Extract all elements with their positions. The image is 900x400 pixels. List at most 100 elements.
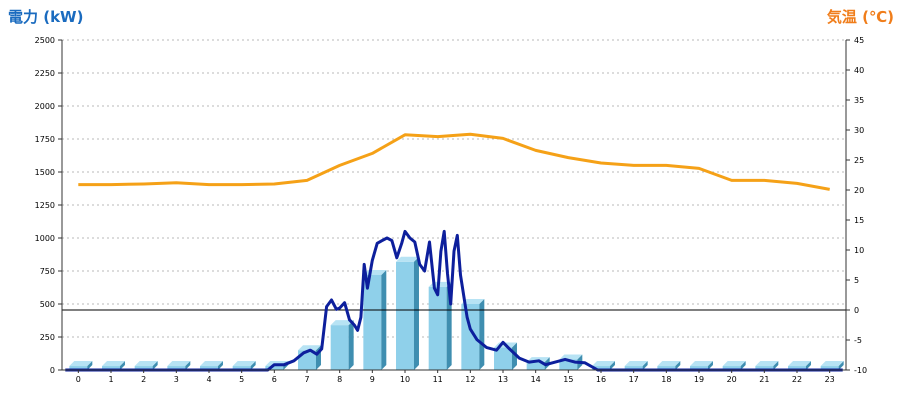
right-tick-label: 10 [854, 246, 864, 255]
bar-23 [820, 361, 844, 370]
right-tick-label: 15 [854, 216, 864, 225]
left-tick-label: 2250 [35, 69, 55, 78]
x-tick-label: 4 [206, 375, 211, 384]
right-tick-label: -10 [854, 366, 867, 375]
bar-21 [755, 361, 779, 370]
bar-3 [167, 361, 191, 370]
bar-top [755, 361, 779, 367]
bar-top [134, 361, 158, 367]
bar-side [185, 361, 191, 370]
x-tick-label: 0 [76, 375, 81, 384]
bar-top [330, 320, 354, 326]
line-layer [62, 132, 846, 372]
bar-0 [69, 361, 93, 370]
bar-11 [428, 281, 452, 370]
left-axis-title: 電力 (kW) [8, 8, 83, 26]
left-tick-label: 250 [40, 333, 55, 342]
bar-front [461, 304, 480, 370]
bar-top [298, 345, 321, 351]
bar-4 [200, 361, 223, 370]
x-tick-label: 12 [465, 375, 475, 384]
right-tick-label: 5 [854, 276, 859, 285]
x-tick-label: 14 [531, 375, 541, 384]
x-tick-label: 20 [727, 375, 737, 384]
left-tick-label: 500 [40, 300, 55, 309]
bar-front [363, 274, 382, 370]
left-tick-label: 750 [40, 267, 55, 276]
x-tick-label: 5 [239, 375, 244, 384]
bar-side [805, 361, 811, 370]
bar-2 [134, 361, 158, 370]
bar-front [788, 366, 806, 370]
bar-top [690, 361, 713, 367]
right-tick-label: 20 [854, 186, 864, 195]
x-tick-label: 9 [370, 375, 375, 384]
bar-front [69, 366, 88, 370]
bar-layer [69, 256, 844, 370]
x-tick-label: 2 [141, 375, 146, 384]
left-tick-label: 2500 [35, 36, 55, 45]
bar-top [722, 361, 746, 367]
right-tick-label: 0 [854, 306, 859, 315]
bar-side [675, 361, 681, 370]
bar-16 [592, 361, 615, 370]
bar-top [396, 256, 419, 262]
x-tick-label: 1 [108, 375, 113, 384]
right-tick-label: 40 [854, 66, 864, 75]
bar-22 [788, 361, 811, 370]
bar-front [494, 347, 512, 370]
bar-front [396, 261, 414, 370]
x-tick-label: 7 [304, 375, 309, 384]
x-tick-label: 23 [825, 375, 835, 384]
bar-top [624, 361, 648, 367]
bar-front [134, 366, 153, 370]
right-axis-title: 気温 (℃) [827, 8, 894, 26]
bar-side [250, 361, 256, 370]
grid-layer [62, 39, 846, 338]
bar-20 [722, 361, 746, 370]
bar-top [592, 361, 615, 367]
right-tick-label: 25 [854, 156, 864, 165]
bar-front [690, 366, 708, 370]
bar-front [232, 366, 251, 370]
x-tick-label: 18 [661, 375, 671, 384]
bar-top [461, 299, 485, 304]
bar-17 [624, 361, 648, 370]
bar-front [167, 366, 186, 370]
bar-8 [330, 320, 354, 370]
x-tick-label: 8 [337, 375, 342, 384]
bar-side [773, 361, 779, 370]
bar-top [102, 361, 125, 367]
x-tick-label: 10 [400, 375, 410, 384]
left-tick-label: 0 [50, 366, 55, 375]
bar-side [348, 320, 354, 370]
bar-front [755, 366, 774, 370]
x-tick-label: 6 [272, 375, 277, 384]
left-tick-label: 2000 [35, 102, 55, 111]
x-tick-label: 3 [174, 375, 179, 384]
bar-top [232, 361, 256, 367]
bar-front [592, 366, 610, 370]
bar-side [609, 361, 615, 370]
x-tick-label: 13 [498, 375, 508, 384]
left-tick-label: 1250 [35, 201, 55, 210]
right-tick-label: 30 [854, 126, 864, 135]
bar-front [624, 366, 643, 370]
x-tick-label: 15 [563, 375, 573, 384]
bar-side [413, 256, 419, 370]
bar-side [838, 361, 844, 370]
left-tick-label: 1000 [35, 234, 55, 243]
x-tick-label: 11 [433, 375, 443, 384]
bar-front [428, 286, 447, 370]
bar-front [657, 366, 676, 370]
bar-top [788, 361, 811, 367]
bar-front [722, 366, 741, 370]
right-tick-label: -5 [854, 336, 862, 345]
left-tick-label: 1500 [35, 168, 55, 177]
x-tick-label: 17 [629, 375, 639, 384]
bar-side [642, 361, 648, 370]
bar-side [707, 361, 713, 370]
axis-layer: 02505007501000125015001750200022502500-1… [35, 36, 867, 384]
bar-top [820, 361, 844, 367]
